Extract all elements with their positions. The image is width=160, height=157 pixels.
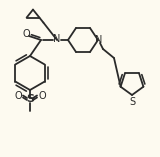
Text: S: S: [26, 94, 34, 104]
Text: S: S: [129, 97, 135, 107]
Text: O: O: [22, 29, 30, 39]
Text: O: O: [14, 91, 22, 101]
Text: N: N: [53, 34, 61, 44]
Text: O: O: [38, 91, 46, 101]
Text: N: N: [95, 35, 103, 45]
